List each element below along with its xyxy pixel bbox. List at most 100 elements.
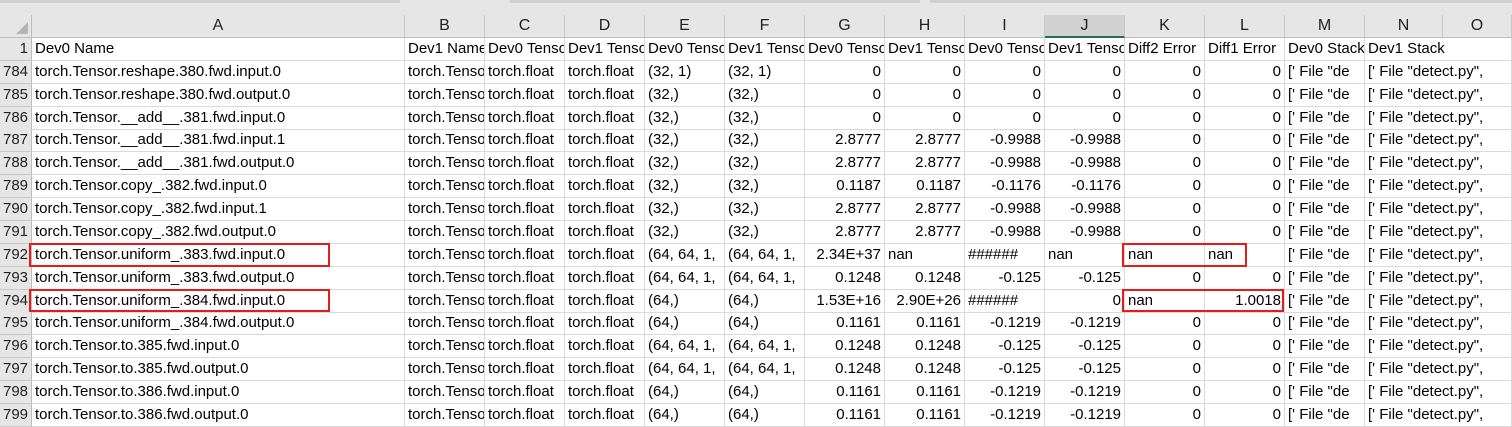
- cell-h797[interactable]: 0.1248: [885, 358, 965, 382]
- cell-g796[interactable]: 0.1248: [805, 335, 885, 359]
- cell-n785[interactable]: [' File "detect.py",: [1365, 84, 1483, 107]
- cell-m792[interactable]: [' File "de: [1285, 243, 1365, 267]
- column-header-f[interactable]: F: [725, 15, 805, 38]
- cell-f795[interactable]: (64,): [725, 312, 805, 336]
- column-header-b[interactable]: B: [405, 15, 485, 38]
- cell-h796[interactable]: 0.1248: [885, 335, 965, 359]
- cell-n1[interactable]: Dev1 Stack: [1365, 38, 1445, 61]
- cell-e787[interactable]: (32,): [645, 129, 725, 153]
- row-header-793[interactable]: 793: [0, 266, 32, 290]
- row-header-794[interactable]: 794: [0, 289, 32, 313]
- cell-d788[interactable]: torch.float: [565, 152, 645, 176]
- cell-d786[interactable]: torch.float: [565, 106, 645, 130]
- cell-h785[interactable]: 0: [885, 83, 965, 107]
- cell-d794[interactable]: torch.float: [565, 289, 645, 313]
- cell-j791[interactable]: -0.9988: [1045, 220, 1125, 244]
- cell-h795[interactable]: 0.1161: [885, 312, 965, 336]
- cell-c790[interactable]: torch.float: [485, 198, 565, 222]
- cell-a794[interactable]: torch.Tensor.uniform_.384.fwd.input.0: [32, 289, 405, 313]
- cell-m795[interactable]: [' File "de: [1285, 312, 1365, 336]
- cell-m796[interactable]: [' File "de: [1285, 335, 1365, 359]
- cell-g788[interactable]: 2.8777: [805, 152, 885, 176]
- column-header-i[interactable]: I: [965, 15, 1045, 38]
- row-header-786[interactable]: 786: [0, 106, 32, 130]
- row-header-788[interactable]: 788: [0, 152, 32, 176]
- cell-n790[interactable]: [' File "detect.py",: [1365, 198, 1483, 222]
- row-header-797[interactable]: 797: [0, 358, 32, 382]
- cell-k786[interactable]: 0: [1125, 106, 1205, 130]
- cell-b785[interactable]: torch.Tensor: [405, 83, 485, 107]
- cell-d796[interactable]: torch.float: [565, 335, 645, 359]
- cell-a787[interactable]: torch.Tensor.__add__.381.fwd.input.1: [32, 129, 405, 153]
- cell-d799[interactable]: torch.float: [565, 403, 645, 427]
- cell-i796[interactable]: -0.125: [965, 335, 1045, 359]
- cell-j795[interactable]: -0.1219: [1045, 312, 1125, 336]
- cell-i1[interactable]: Dev0 Tensor: [965, 38, 1045, 61]
- cell-g784[interactable]: 0: [805, 60, 885, 84]
- column-header-j[interactable]: J: [1045, 15, 1125, 38]
- cell-l797[interactable]: 0: [1205, 358, 1285, 382]
- cell-a789[interactable]: torch.Tensor.copy_.382.fwd.input.0: [32, 175, 405, 199]
- cell-d790[interactable]: torch.float: [565, 198, 645, 222]
- cell-o793[interactable]: [1443, 266, 1512, 290]
- cell-n786[interactable]: [' File "detect.py",: [1365, 107, 1483, 130]
- cell-i798[interactable]: -0.1219: [965, 381, 1045, 405]
- row-header-791[interactable]: 791: [0, 220, 32, 244]
- cell-c788[interactable]: torch.float: [485, 152, 565, 176]
- cell-c785[interactable]: torch.float: [485, 83, 565, 107]
- cell-j1[interactable]: Dev1 Tensor: [1045, 38, 1125, 61]
- cell-j793[interactable]: -0.125: [1045, 266, 1125, 290]
- cell-c797[interactable]: torch.float: [485, 358, 565, 382]
- cell-e795[interactable]: (64,): [645, 312, 725, 336]
- cell-m786[interactable]: [' File "de: [1285, 106, 1365, 130]
- cell-n792[interactable]: [' File "detect.py",: [1365, 244, 1483, 267]
- cell-c796[interactable]: torch.float: [485, 335, 565, 359]
- cell-o797[interactable]: [1443, 358, 1512, 382]
- cell-h789[interactable]: 0.1187: [885, 175, 965, 199]
- cell-k788[interactable]: 0: [1125, 152, 1205, 176]
- cell-e1[interactable]: Dev0 Tensor: [645, 38, 725, 61]
- cell-i795[interactable]: -0.1219: [965, 312, 1045, 336]
- cell-g1[interactable]: Dev0 Tensor: [805, 38, 885, 61]
- cell-d789[interactable]: torch.float: [565, 175, 645, 199]
- cell-c787[interactable]: torch.float: [485, 129, 565, 153]
- row-header-787[interactable]: 787: [0, 129, 32, 153]
- cell-g795[interactable]: 0.1161: [805, 312, 885, 336]
- cell-j796[interactable]: -0.125: [1045, 335, 1125, 359]
- cell-c799[interactable]: torch.float: [485, 403, 565, 427]
- cell-c1[interactable]: Dev0 Tensor: [485, 38, 565, 61]
- cell-m784[interactable]: [' File "de: [1285, 60, 1365, 84]
- cell-l792[interactable]: nan: [1205, 243, 1285, 267]
- cell-d1[interactable]: Dev1 Tensor: [565, 38, 645, 61]
- cell-m787[interactable]: [' File "de: [1285, 129, 1365, 153]
- cell-c791[interactable]: torch.float: [485, 220, 565, 244]
- column-header-e[interactable]: E: [645, 15, 725, 38]
- cell-g787[interactable]: 2.8777: [805, 129, 885, 153]
- cell-l796[interactable]: 0: [1205, 335, 1285, 359]
- row-header-796[interactable]: 796: [0, 335, 32, 359]
- cell-c792[interactable]: torch.float: [485, 243, 565, 267]
- cell-m1[interactable]: Dev0 Stack: [1285, 38, 1365, 61]
- cell-a1[interactable]: Dev0 Name: [32, 38, 405, 61]
- cell-c798[interactable]: torch.float: [485, 381, 565, 405]
- cell-o798[interactable]: [1443, 381, 1512, 405]
- cell-f796[interactable]: (64, 64, 1,: [725, 335, 805, 359]
- cell-i785[interactable]: 0: [965, 83, 1045, 107]
- cell-c795[interactable]: torch.float: [485, 312, 565, 336]
- column-header-g[interactable]: G: [805, 15, 885, 38]
- cell-h786[interactable]: 0: [885, 106, 965, 130]
- cell-f784[interactable]: (32, 1): [725, 60, 805, 84]
- cell-f1[interactable]: Dev1 Tensor: [725, 38, 805, 61]
- cell-h791[interactable]: 2.8777: [885, 220, 965, 244]
- cell-m788[interactable]: [' File "de: [1285, 152, 1365, 176]
- cell-o790[interactable]: [1443, 198, 1512, 222]
- row-header-784[interactable]: 784: [0, 60, 32, 84]
- cell-f790[interactable]: (32,): [725, 198, 805, 222]
- cell-f792[interactable]: (64, 64, 1,: [725, 243, 805, 267]
- cell-l784[interactable]: 0: [1205, 60, 1285, 84]
- cell-i790[interactable]: -0.9988: [965, 198, 1045, 222]
- cell-n789[interactable]: [' File "detect.py",: [1365, 175, 1483, 199]
- cell-l787[interactable]: 0: [1205, 129, 1285, 153]
- cell-g786[interactable]: 0: [805, 106, 885, 130]
- cell-n784[interactable]: [' File "detect.py",: [1365, 61, 1483, 84]
